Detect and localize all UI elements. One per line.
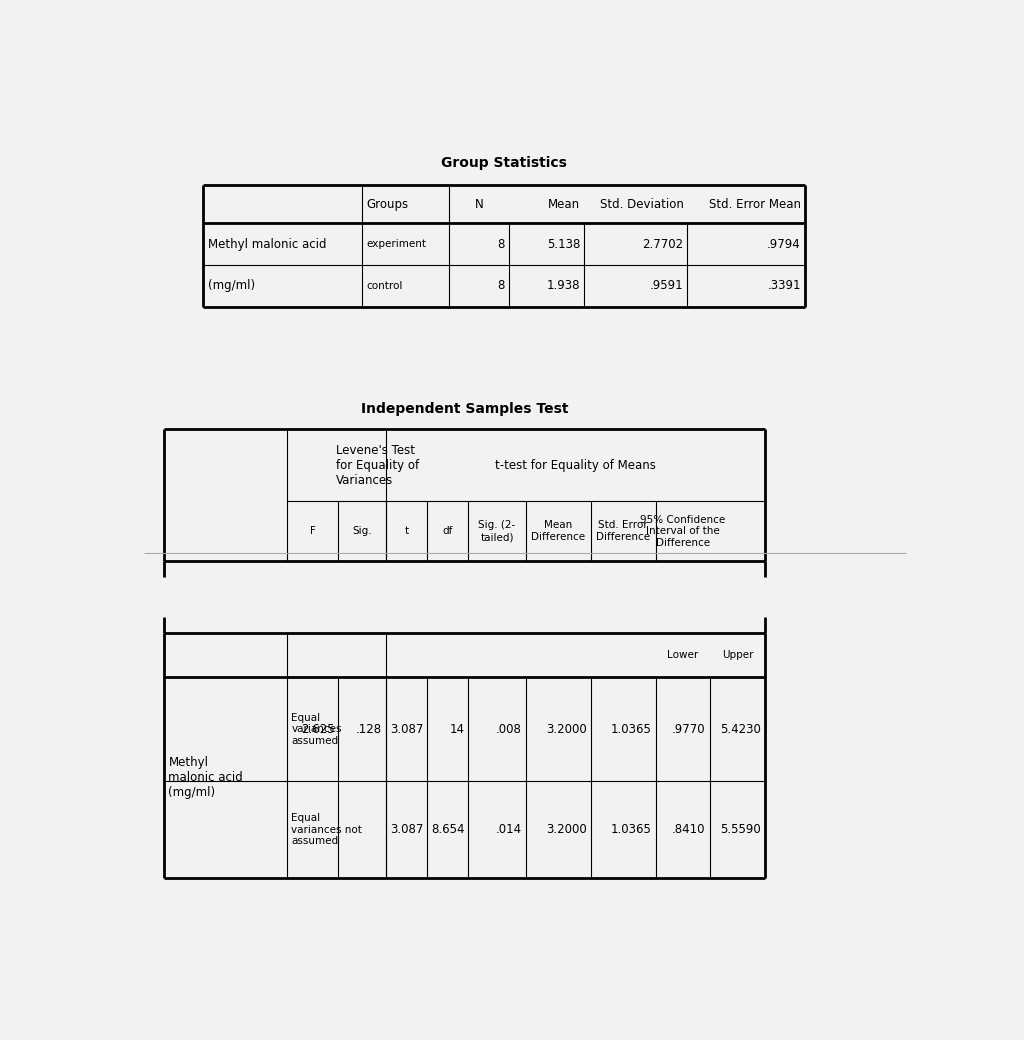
Text: Std. Error
Difference: Std. Error Difference (596, 520, 650, 542)
Text: 95% Confidence
Interval of the
Difference: 95% Confidence Interval of the Differenc… (640, 515, 725, 548)
Text: Lower: Lower (667, 650, 698, 660)
Text: Independent Samples Test: Independent Samples Test (360, 402, 568, 416)
Text: 1.0365: 1.0365 (611, 723, 651, 736)
Text: Group Statistics: Group Statistics (441, 156, 567, 171)
Text: 1.938: 1.938 (547, 280, 581, 292)
Text: .9770: .9770 (672, 723, 706, 736)
Text: Levene's Test
for Equality of
Variances: Levene's Test for Equality of Variances (336, 444, 420, 487)
Text: 2.625: 2.625 (301, 723, 334, 736)
Text: 5.5590: 5.5590 (721, 823, 761, 836)
Text: 5.4230: 5.4230 (721, 723, 761, 736)
Text: 8: 8 (498, 280, 505, 292)
Text: N: N (475, 198, 483, 210)
Text: 8.654: 8.654 (431, 823, 465, 836)
Text: Equal
variances not
assumed: Equal variances not assumed (292, 813, 362, 847)
Text: Methyl malonic acid: Methyl malonic acid (208, 237, 327, 251)
Text: 5.138: 5.138 (547, 237, 581, 251)
Text: .128: .128 (355, 723, 382, 736)
Text: Groups: Groups (367, 198, 409, 210)
Text: 8: 8 (498, 237, 505, 251)
Text: 3.2000: 3.2000 (546, 823, 587, 836)
Text: df: df (442, 526, 453, 537)
Text: Upper: Upper (722, 650, 754, 660)
Text: .014: .014 (496, 823, 521, 836)
Text: .9794: .9794 (767, 237, 801, 251)
Text: control: control (367, 281, 403, 291)
Text: .9591: .9591 (650, 280, 684, 292)
Text: 3.2000: 3.2000 (546, 723, 587, 736)
Text: .008: .008 (496, 723, 521, 736)
Text: 3.087: 3.087 (390, 823, 423, 836)
Text: t: t (404, 526, 409, 537)
Text: 3.087: 3.087 (390, 723, 423, 736)
Text: (mg/ml): (mg/ml) (208, 280, 255, 292)
Text: 2.7702: 2.7702 (642, 237, 684, 251)
Text: Mean
Difference: Mean Difference (531, 520, 585, 542)
Text: 1.0365: 1.0365 (611, 823, 651, 836)
Text: F: F (309, 526, 315, 537)
Text: .8410: .8410 (672, 823, 706, 836)
Text: Methyl
malonic acid
(mg/ml): Methyl malonic acid (mg/ml) (169, 756, 244, 799)
Text: Sig. (2-
tailed): Sig. (2- tailed) (478, 520, 516, 542)
Text: t-test for Equality of Means: t-test for Equality of Means (496, 459, 656, 471)
Text: experiment: experiment (367, 239, 427, 250)
Text: Sig.: Sig. (352, 526, 372, 537)
Text: Mean: Mean (548, 198, 581, 210)
Text: Equal
variances
assumed: Equal variances assumed (292, 712, 342, 746)
Text: Std. Deviation: Std. Deviation (600, 198, 684, 210)
Text: 14: 14 (450, 723, 465, 736)
Text: Std. Error Mean: Std. Error Mean (709, 198, 801, 210)
Text: .3391: .3391 (767, 280, 801, 292)
